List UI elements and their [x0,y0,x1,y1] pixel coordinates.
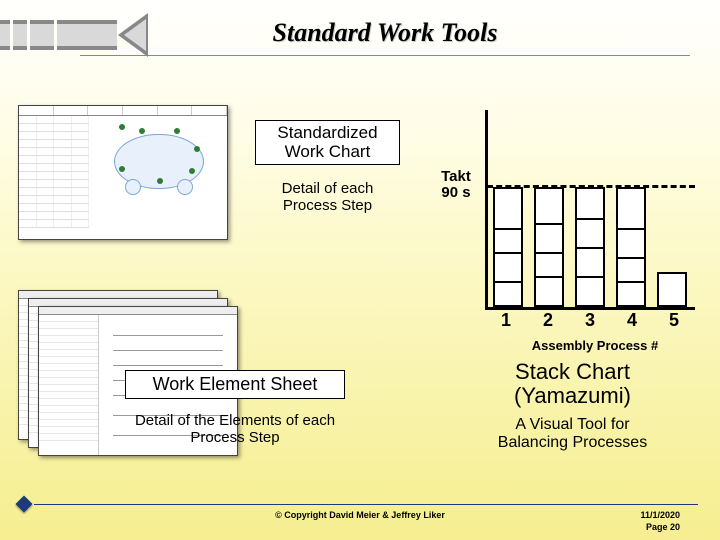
process-step-dot [139,128,145,134]
chart-bar-segment [495,228,521,252]
title-arrow-shaft [0,20,120,50]
chart-bar-segment [659,274,685,305]
title-underline [80,55,690,56]
chart-bar-segment [618,281,644,305]
page-title: Standard Work Tools [170,18,600,48]
chart-bar-segment [536,223,562,252]
chart-x-tick: 3 [575,310,605,335]
stack-chart: Takt 90 s 12345 [430,110,695,335]
process-step-dot [174,128,180,134]
standardized-work-chart-thumbnail [18,105,228,240]
chart-bar-segment [577,276,603,305]
chart-x-tick: 2 [533,310,563,335]
chart-x-tick: 4 [617,310,647,335]
title-arrow-head [118,13,148,57]
chart-bar-segment [577,218,603,247]
work-element-sheet-subtitle: Detail of the Elements of each Process S… [125,412,345,447]
chart-bar [534,187,564,307]
chart-bar-segment [618,257,644,281]
standardized-work-chart-subtitle: Detail of each Process Step [255,180,400,215]
chart-bar-segment [618,228,644,257]
chart-bar-segment [536,189,562,223]
stack-chart-title: Stack Chart (Yamazumi) [440,360,705,408]
chart-x-labels: 12345 [485,310,695,335]
chart-axis-caption: Assembly Process # [490,338,700,353]
chart-x-tick: 1 [491,310,521,335]
process-step-dot [189,168,195,174]
chart-bar-segment [495,189,521,228]
process-step-dot [119,124,125,130]
chart-bar-segment [577,247,603,276]
footer-divider [34,504,698,505]
chart-bars [485,137,695,307]
takt-label: Takt 90 s [430,169,482,201]
chart-bar-segment [495,281,521,305]
chart-bar-segment [577,189,603,218]
chart-bar [575,187,605,307]
process-step-dot [119,166,125,172]
takt-label-value: 90 s [441,184,470,201]
chart-bar [657,272,687,307]
stack-chart-sub-line2: Balancing Processes [498,434,647,451]
stack-chart-title-line1: Stack Chart [515,359,630,384]
standardized-work-chart-label: Standardized Work Chart [255,120,400,165]
chart-bar-segment [618,189,644,228]
chart-bar-segment [536,252,562,276]
chart-bar [616,187,646,307]
footer-page-number: Page 20 [646,522,680,532]
chart-bar [493,187,523,307]
footer-date: 11/1/2020 [640,510,680,520]
stack-chart-title-line2: (Yamazumi) [514,383,631,408]
chart-x-tick: 5 [659,310,689,335]
process-step-dot [157,178,163,184]
stack-chart-subtitle: A Visual Tool for Balancing Processes [440,416,705,453]
stack-chart-sub-line1: A Visual Tool for [515,416,629,433]
work-element-sheet-label: Work Element Sheet [125,370,345,399]
process-step-dot [194,146,200,152]
chart-bar-segment [536,276,562,305]
chart-bar-segment [495,252,521,281]
takt-label-word: Takt [441,168,471,185]
copyright-text: © Copyright David Meier & Jeffrey Liker [0,510,720,520]
